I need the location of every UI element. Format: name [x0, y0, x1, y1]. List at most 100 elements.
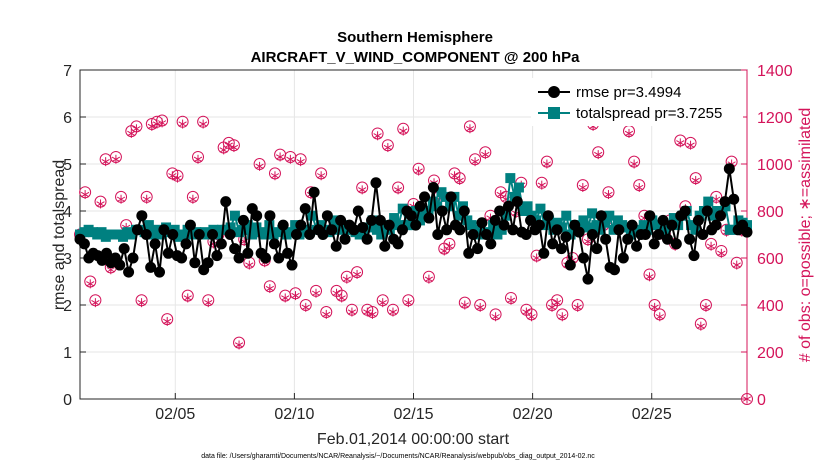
rmse-point [578, 252, 590, 264]
rmse-point [308, 186, 320, 198]
obs-assimilated-point [553, 298, 562, 308]
rmse-point [101, 247, 113, 259]
asterisk-stroke [527, 314, 536, 320]
asterisk-stroke [460, 302, 469, 308]
chart-subtitle: AIRCRAFT_V_WIND_COMPONENT @ 200 hPa [251, 49, 581, 66]
asterisk-stroke [275, 154, 285, 160]
y-right-tick-label: 600 [757, 251, 784, 268]
rmse-point [366, 214, 378, 226]
obs-assimilated-point [291, 291, 300, 301]
asterisk-stroke [645, 274, 654, 280]
rmse-point [666, 219, 678, 231]
rmse-point [264, 210, 276, 222]
x-tick-label: 02/15 [393, 406, 433, 423]
obs-assimilated-point [629, 159, 639, 169]
totalspread-point [587, 208, 598, 219]
totalspread-point [453, 210, 464, 221]
obs-assimilated-point [352, 269, 362, 279]
legend-label-rmse: rmse pr=3.4994 [576, 84, 681, 101]
asterisk-stroke [188, 196, 198, 202]
rmse-point [445, 191, 457, 203]
rmse-point [189, 257, 201, 269]
asterisk-stroke [440, 248, 449, 254]
asterisk-stroke [624, 130, 634, 137]
series-layer [74, 111, 753, 405]
totalspread-point [604, 210, 615, 221]
asterisk-stroke [157, 120, 167, 126]
rmse-point [348, 224, 360, 236]
rmse-point [591, 243, 603, 255]
chart-title: Southern Hemisphere [337, 29, 493, 46]
rmse-point [525, 214, 537, 226]
rmse-point [564, 259, 576, 271]
asterisk-stroke [450, 173, 459, 179]
totalspread-point [432, 201, 443, 212]
obs-assimilated-point [316, 171, 326, 181]
rmse-point [326, 224, 338, 236]
rmse-point [560, 231, 572, 243]
rmse-point [167, 229, 179, 240]
obs-assimilated-point [388, 307, 398, 317]
obs-assimilated-point [378, 298, 387, 308]
totalspread-point [247, 229, 258, 240]
rmse-point [723, 163, 735, 175]
rmse-point [131, 224, 143, 236]
rmse-point [78, 238, 90, 250]
rmse-point [149, 238, 161, 250]
rmse-point [436, 205, 448, 217]
rmse-point [242, 247, 254, 259]
rmse-point [233, 252, 245, 264]
asterisk-stroke [229, 144, 239, 151]
obs-assimilated-point [445, 241, 454, 251]
y-tick-label: 4 [63, 204, 72, 221]
obs-assimilated-point [116, 194, 126, 204]
totalspread-point [393, 220, 404, 231]
rmse-point [533, 219, 545, 231]
y-right-tick-label: 1200 [757, 110, 793, 127]
asterisk-stroke [332, 290, 341, 296]
rmse-point [719, 196, 731, 208]
totalspread-point [690, 224, 701, 235]
asterisk-stroke [163, 318, 172, 325]
obs-assimilated-point [655, 312, 664, 322]
asterisk-stroke [655, 314, 664, 320]
asterisk-stroke [424, 276, 434, 282]
rmse-point [361, 233, 373, 245]
asterisk-stroke [383, 144, 392, 151]
obs-assimilated-point [383, 143, 392, 153]
asterisk-stroke [234, 342, 244, 348]
obs-assimilated-point [686, 140, 695, 150]
rmse-point [600, 233, 612, 245]
asterisk-stroke [542, 161, 552, 167]
obs-assimilated-point [193, 154, 203, 164]
obs-assimilated-point [347, 307, 357, 317]
obs-assimilated-point [127, 128, 136, 138]
rmse-point [114, 259, 126, 271]
obs-assimilated-point [322, 309, 331, 319]
y-tick-label: 2 [63, 298, 72, 315]
rmse-point [555, 243, 567, 255]
obs-assimilated-point [645, 272, 654, 282]
rmse-point [220, 196, 232, 208]
rmse-point [595, 210, 607, 222]
rmse-point [339, 233, 351, 245]
rmse-point [392, 238, 404, 250]
obs-assimilated-point [476, 302, 485, 312]
asterisk-stroke [116, 196, 126, 202]
rmse-point [728, 193, 740, 205]
obs-assimilated-point [650, 302, 659, 312]
rmse-point [741, 226, 753, 238]
y-right-tick-label: 1000 [757, 157, 793, 174]
obs-assimilated-point [91, 298, 100, 308]
asterisk-stroke [281, 295, 290, 301]
obs-assimilated-point [547, 302, 557, 312]
obs-assimilated-point [450, 171, 459, 181]
totalspread-point [535, 203, 546, 214]
obs-assimilated-point [147, 121, 156, 131]
totalspread-point [595, 224, 606, 235]
obs-assimilated-point [578, 183, 587, 192]
totalspread-point [363, 222, 374, 233]
obs-assimilated-point [594, 150, 603, 160]
asterisk-stroke [368, 311, 377, 318]
rmse-point [268, 238, 280, 250]
